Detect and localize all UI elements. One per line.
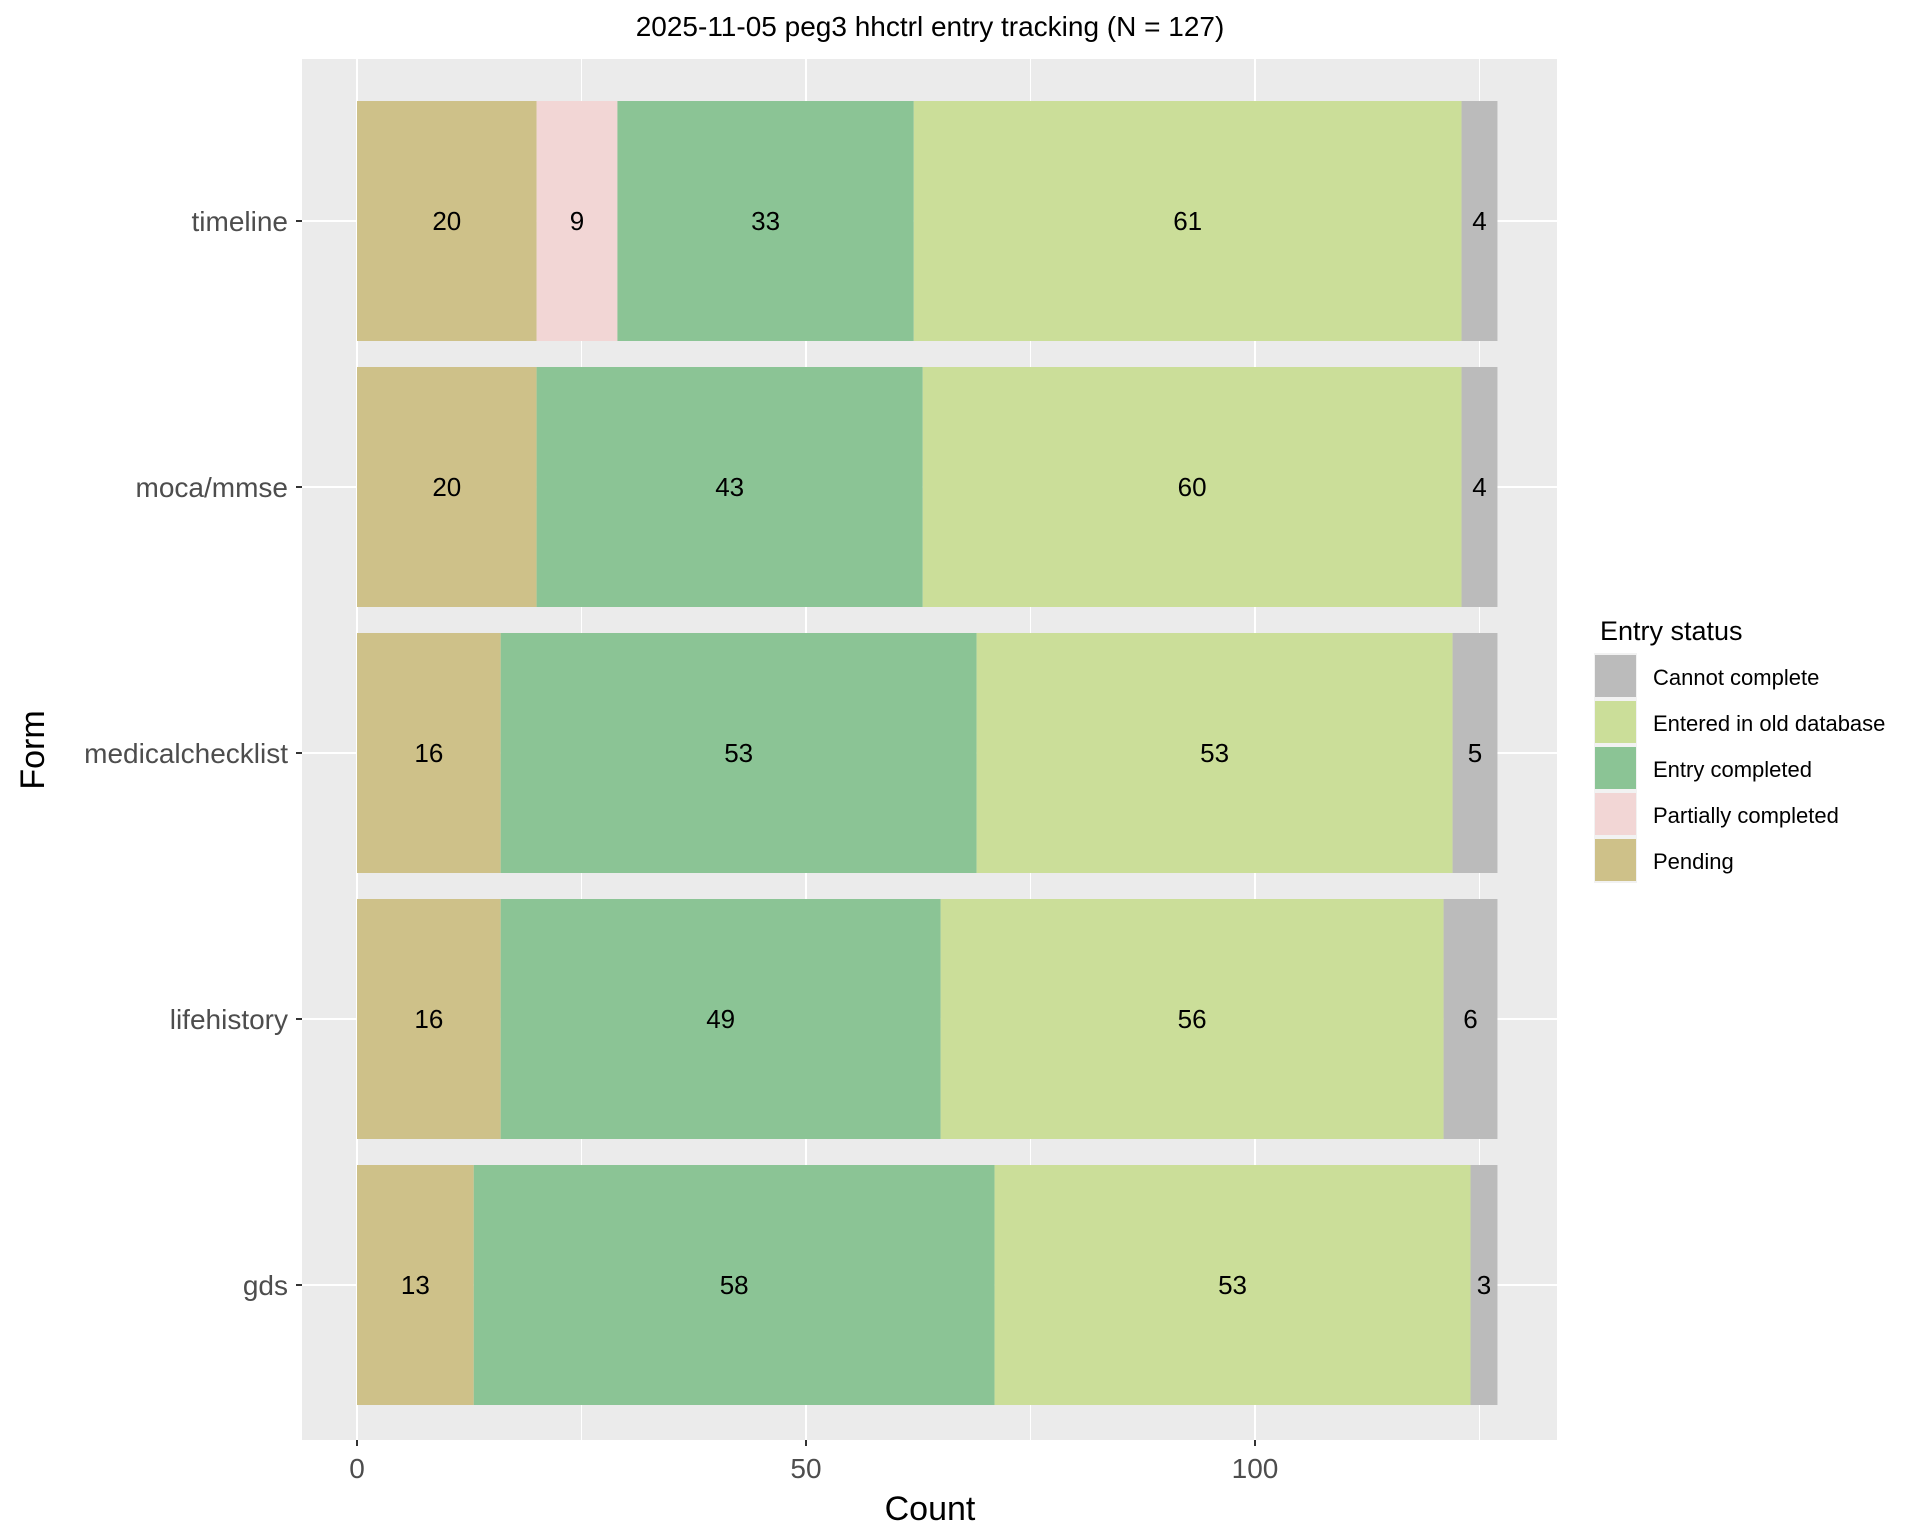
x-axis-label: Count bbox=[885, 1490, 976, 1528]
legend-title: Entry status bbox=[1600, 616, 1743, 646]
legend-swatch bbox=[1595, 701, 1636, 743]
legend-label: Cannot complete bbox=[1653, 665, 1819, 690]
legend-label: Entered in old database bbox=[1653, 711, 1885, 736]
x-tick-label: 100 bbox=[1232, 1453, 1279, 1484]
bar-segment bbox=[536, 101, 618, 341]
y-tick-label: medicalchecklist bbox=[84, 738, 288, 769]
bar-segment bbox=[357, 899, 501, 1139]
bar-segment bbox=[473, 1165, 995, 1405]
bar-segment bbox=[1461, 101, 1498, 341]
data-label: 58 bbox=[720, 1270, 749, 1300]
legend-swatch bbox=[1595, 655, 1636, 697]
data-label: 53 bbox=[1218, 1270, 1247, 1300]
y-tick-label: timeline bbox=[192, 206, 288, 237]
legend-swatch bbox=[1595, 747, 1636, 789]
bar-segment bbox=[357, 101, 537, 341]
data-label: 56 bbox=[1178, 1004, 1207, 1034]
bar-segment bbox=[617, 101, 914, 341]
bar-segment bbox=[1470, 1165, 1498, 1405]
data-label: 33 bbox=[751, 206, 780, 236]
x-tick-label: 50 bbox=[790, 1453, 821, 1484]
data-label: 43 bbox=[715, 472, 744, 502]
data-label: 20 bbox=[432, 472, 461, 502]
data-label: 3 bbox=[1477, 1270, 1491, 1300]
data-label: 6 bbox=[1463, 1004, 1477, 1034]
data-label: 49 bbox=[706, 1004, 735, 1034]
bar-segment bbox=[1461, 367, 1498, 607]
chart-title: 2025-11-05 peg3 hhctrl entry tracking (N… bbox=[636, 11, 1225, 42]
bar-segment bbox=[1452, 633, 1498, 873]
bar-segment bbox=[500, 899, 941, 1139]
legend-label: Pending bbox=[1653, 849, 1734, 874]
bar-segment bbox=[922, 367, 1462, 607]
bar-segment bbox=[940, 899, 1444, 1139]
bar-segment bbox=[357, 1165, 474, 1405]
bar-segment bbox=[913, 101, 1462, 341]
y-tick-label: gds bbox=[243, 1270, 288, 1301]
data-label: 9 bbox=[570, 206, 584, 236]
data-label: 16 bbox=[414, 1004, 443, 1034]
legend-label: Entry completed bbox=[1653, 757, 1812, 782]
data-label: 60 bbox=[1178, 472, 1207, 502]
bar-segment bbox=[976, 633, 1453, 873]
bar-segment bbox=[500, 633, 977, 873]
legend-swatch bbox=[1595, 793, 1636, 835]
data-label: 4 bbox=[1472, 206, 1486, 236]
legend-swatch bbox=[1595, 839, 1636, 881]
data-label: 16 bbox=[414, 738, 443, 768]
y-tick-label: lifehistory bbox=[170, 1004, 288, 1035]
bar-segment bbox=[357, 633, 501, 873]
bar-segment bbox=[994, 1165, 1471, 1405]
data-label: 20 bbox=[432, 206, 461, 236]
data-label: 61 bbox=[1173, 206, 1202, 236]
x-tick-label: 0 bbox=[349, 1453, 365, 1484]
data-label: 13 bbox=[401, 1270, 430, 1300]
bar-segment bbox=[357, 367, 537, 607]
bar-segment bbox=[536, 367, 923, 607]
legend-label: Partially completed bbox=[1653, 803, 1839, 828]
data-label: 53 bbox=[1200, 738, 1229, 768]
data-label: 5 bbox=[1468, 738, 1482, 768]
y-axis-label: Form bbox=[14, 710, 52, 789]
data-label: 4 bbox=[1472, 472, 1486, 502]
bar-segment bbox=[1443, 899, 1498, 1139]
data-label: 53 bbox=[724, 738, 753, 768]
y-tick-label: moca/mmse bbox=[136, 472, 288, 503]
